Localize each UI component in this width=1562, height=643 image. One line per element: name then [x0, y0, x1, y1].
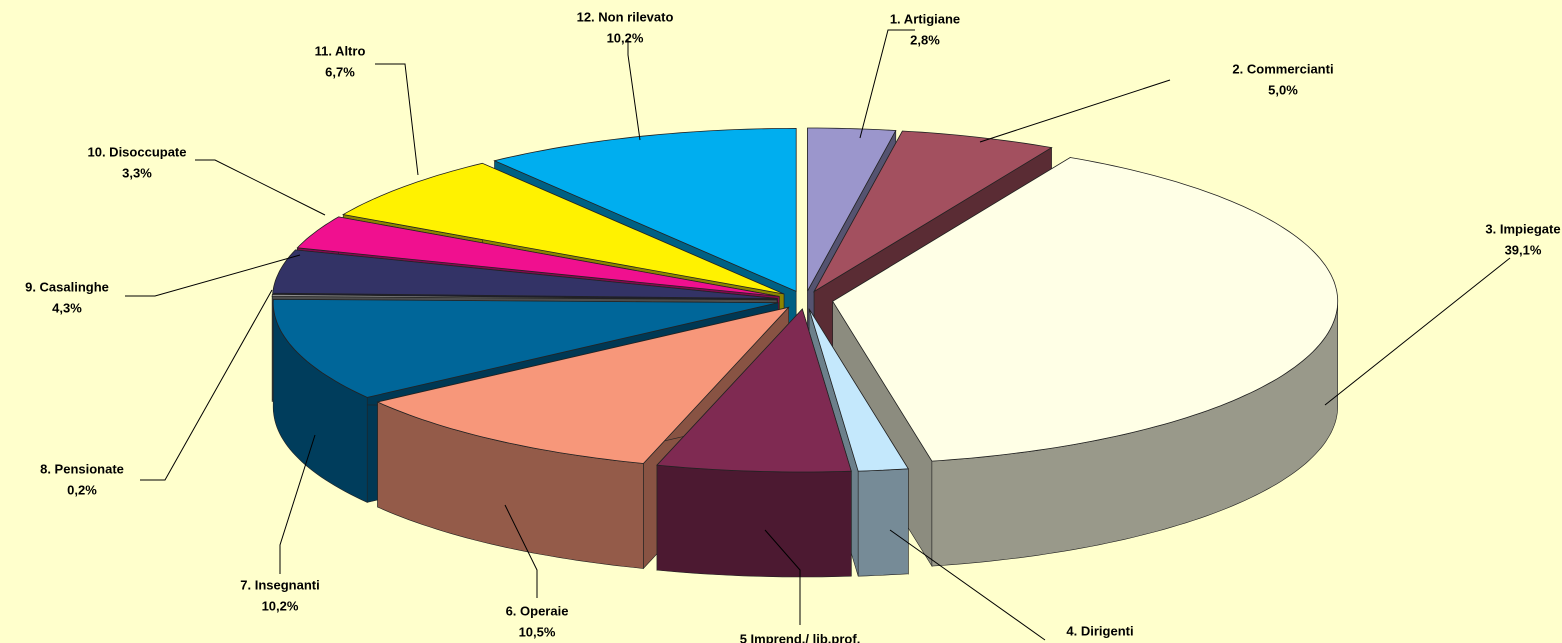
- slice: [272, 249, 778, 299]
- slice: [813, 130, 1053, 293]
- slice-label: 1. Artigiane: [890, 11, 960, 26]
- slice: [656, 308, 852, 578]
- slice-label: 8. Pensionate: [40, 461, 124, 476]
- slice: [271, 293, 778, 301]
- leader-line: [195, 159, 326, 216]
- value-label: 0,2%: [67, 482, 97, 497]
- slice: [807, 127, 897, 292]
- slice: [832, 156, 1339, 568]
- value-label: 10,5%: [519, 624, 556, 639]
- leader-line: [375, 63, 419, 176]
- slice-label: 4. Dirigenti: [1066, 623, 1133, 638]
- value-label: 39,1%: [1505, 242, 1542, 257]
- slice: [832, 157, 1339, 462]
- slice-label: 10. Disoccupate: [88, 144, 187, 159]
- value-label: 10,2%: [607, 30, 644, 45]
- value-label: 10,2%: [262, 598, 299, 613]
- leader-line: [627, 40, 641, 141]
- slice: [493, 127, 797, 293]
- slice: [808, 308, 909, 472]
- slice-label: 9. Casalinghe: [25, 279, 109, 294]
- leader-line: [504, 504, 538, 598]
- leader-line: [764, 529, 801, 625]
- leader-line: [279, 434, 316, 574]
- slice-label: 5 Imprend./ lib.prof.: [740, 631, 861, 643]
- value-label: 3,3%: [122, 165, 152, 180]
- slice: [656, 308, 852, 473]
- value-label: 5,0%: [1268, 82, 1298, 97]
- slice-label: 12. Non rilevato: [577, 9, 674, 24]
- slice: [376, 306, 790, 464]
- slice-side: [857, 468, 909, 577]
- slice-label: 11. Altro: [315, 43, 366, 58]
- slice: [296, 216, 780, 297]
- slice-label: 7. Insegnanti: [240, 577, 319, 592]
- leader-line: [889, 529, 1046, 641]
- value-label: 6,7%: [325, 64, 355, 79]
- leader-line: [979, 79, 1171, 143]
- leader-line: [125, 254, 301, 297]
- leader-line: [1324, 257, 1511, 406]
- slice-side: [656, 464, 852, 578]
- slice: [342, 162, 785, 295]
- slice-label: 2. Commercianti: [1232, 61, 1333, 76]
- slice-label: 3. Impiegate: [1485, 221, 1560, 236]
- leader-line: [140, 289, 273, 481]
- slice-label: 6. Operaie: [506, 603, 569, 618]
- value-label: 2,8%: [910, 32, 940, 47]
- value-label: 4,3%: [52, 300, 82, 315]
- leader-line: [859, 29, 915, 139]
- slice: [272, 298, 779, 398]
